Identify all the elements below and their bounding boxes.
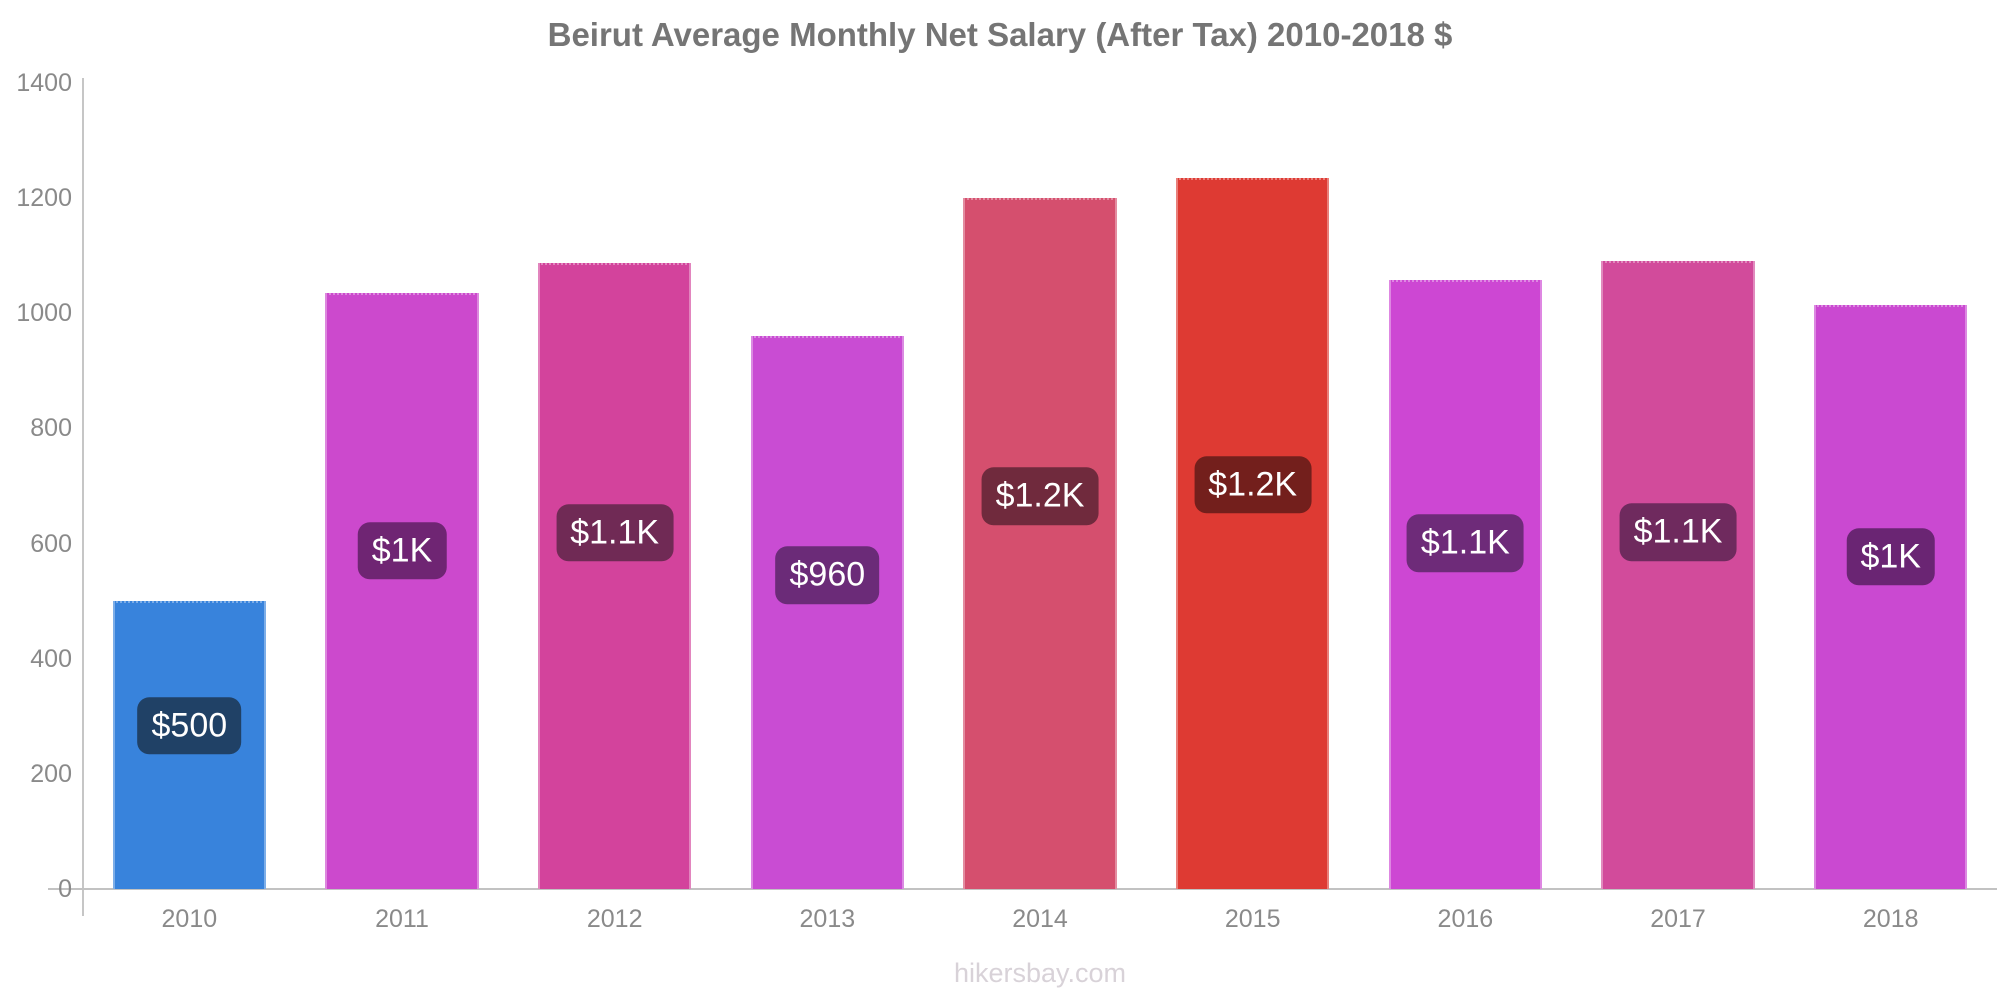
bar-value-label-2010: $500 <box>137 697 242 755</box>
x-tick-2010: 2010 <box>161 905 218 933</box>
bar-value-label-2018: $1K <box>1846 528 1935 586</box>
bar-2011[interactable]: $1K <box>325 293 479 889</box>
bar-slot-2016: $1.1K <box>1359 83 1572 889</box>
x-tick-2014: 2014 <box>1012 905 1068 933</box>
bar-slot-2017: $1.1K <box>1572 83 1785 889</box>
y-tick-800: 800 <box>30 414 72 443</box>
x-tick-2012: 2012 <box>586 905 643 933</box>
bar-slot-2013: $960 <box>721 83 934 889</box>
bar-value-label-2011: $1K <box>357 521 447 580</box>
watermark-text: hikersbay.com <box>953 958 1127 988</box>
x-tick-2011: 2011 <box>375 905 429 933</box>
y-tick-1200: 1200 <box>16 184 72 213</box>
x-axis-line <box>48 888 1997 890</box>
bar-slot-2014: $1.2K <box>934 83 1147 889</box>
bar-value-label-2013: $960 <box>775 546 880 604</box>
y-tick-600: 600 <box>30 529 72 558</box>
y-tick-0: 0 <box>58 875 72 903</box>
bar-slot-2018: $1K <box>1784 83 1997 889</box>
bar-2010[interactable]: $500 <box>112 601 266 889</box>
bar-2017[interactable]: $1.1K <box>1601 261 1755 889</box>
bar-value-label-2012: $1.1K <box>556 504 674 562</box>
x-tick-2013: 2013 <box>799 905 856 933</box>
bar-2013[interactable]: $960 <box>750 336 904 889</box>
x-tick-2018: 2018 <box>1862 905 1919 933</box>
x-tick-2016: 2016 <box>1437 905 1494 933</box>
x-tick-2015: 2015 <box>1224 905 1281 933</box>
y-axis-line <box>82 78 84 916</box>
bar-2016[interactable]: $1.1K <box>1388 280 1542 889</box>
bar-slot-2011: $1K <box>296 83 509 889</box>
y-tick-200: 200 <box>30 759 72 788</box>
bar-2014[interactable]: $1.2K <box>963 198 1117 889</box>
y-tick-1400: 1400 <box>16 69 72 97</box>
bar-value-label-2016: $1.1K <box>1406 514 1524 572</box>
bar-value-label-2017: $1.1K <box>1619 503 1737 562</box>
plot-area: $500 $1K $1.1K $960 $1.2K $1.2K $1.1K $1.1K $1K <box>83 83 1997 889</box>
y-tick-400: 400 <box>30 644 72 673</box>
bar-slot-2015: $1.2K <box>1146 83 1359 889</box>
bar-2012[interactable]: $1.1K <box>538 262 692 889</box>
bar-slot-2010: $500 <box>83 83 296 889</box>
x-tick-2017: 2017 <box>1650 905 1706 933</box>
bar-2018[interactable]: $1K <box>1814 304 1968 889</box>
bar-slot-2012: $1.1K <box>508 83 721 889</box>
bar-value-label-2014: $1.2K <box>981 467 1099 526</box>
chart-title: Beirut Average Monthly Net Salary (After… <box>547 16 1453 53</box>
y-tick-1000: 1000 <box>16 299 72 328</box>
x-axis-labels: 2010 2011 2012 2013 2014 2015 2016 2017 2018 <box>83 905 1997 934</box>
bar-2015[interactable]: $1.2K <box>1176 178 1330 889</box>
bar-value-label-2015: $1.2K <box>1194 456 1312 514</box>
